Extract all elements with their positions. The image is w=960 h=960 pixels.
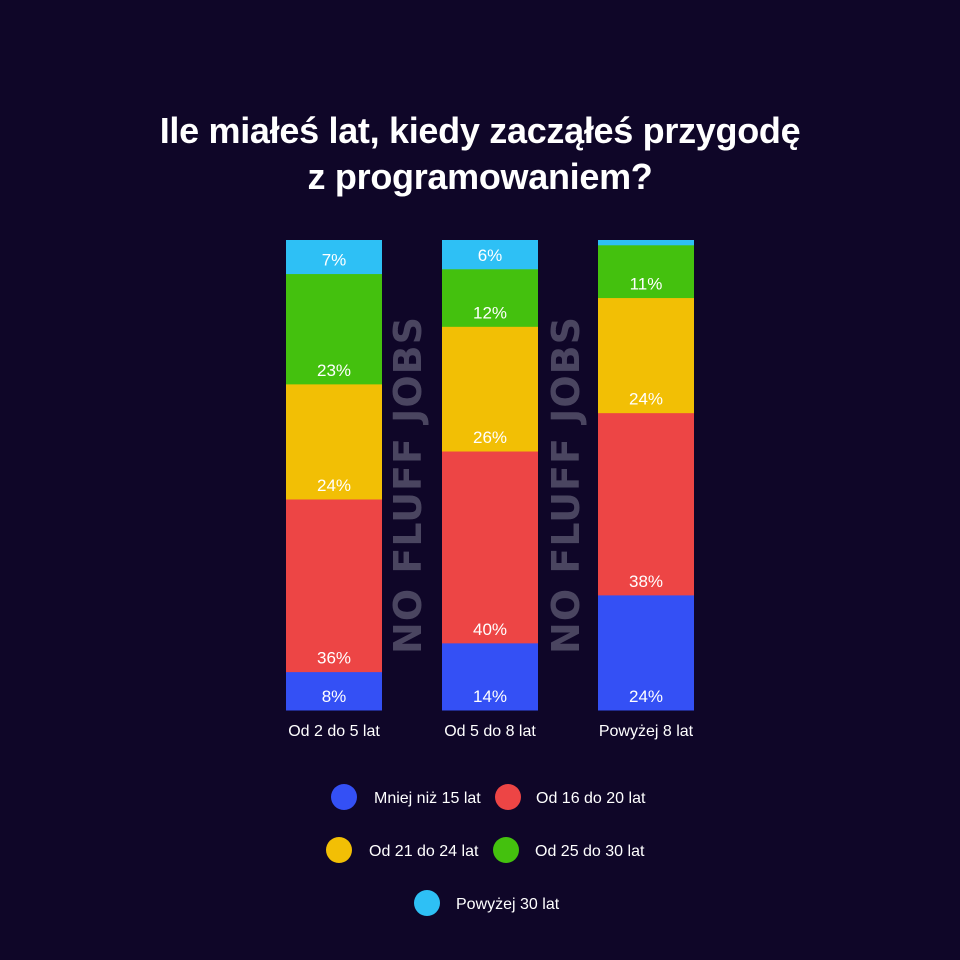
segment-value-label: 6% (478, 246, 503, 265)
segment-value-label: 7% (322, 251, 347, 270)
bar-segment (286, 671, 382, 711)
legend-swatch (414, 890, 440, 916)
segment-value-label: 24% (317, 476, 351, 495)
bar-segment (442, 451, 538, 644)
chart-title-line-2: z programowaniem? (307, 156, 653, 197)
legend-label: Powyżej 30 lat (456, 896, 560, 913)
segment-value-label: 24% (629, 390, 663, 409)
category-label: Od 2 do 5 lat (288, 723, 380, 740)
segment-value-label: 14% (473, 687, 507, 706)
segment-value-label: 8% (322, 687, 347, 706)
chart-title: Ile miałeś lat, kiedy zacząłeś przygodę … (0, 108, 960, 200)
category-label: Od 5 do 8 lat (444, 723, 536, 740)
brand-watermark-trademark: TM (550, 325, 558, 336)
bar-segment (598, 297, 694, 414)
bar-segment (286, 273, 382, 385)
segment-value-label: 24% (629, 687, 663, 706)
segment-value-label: 40% (473, 620, 507, 639)
segment-value-label: 26% (473, 428, 507, 447)
legend-item: Mniej niż 15 lat (331, 784, 481, 810)
brand-watermark-trademark: TM (392, 325, 400, 336)
bar-segment (598, 412, 694, 596)
legend-swatch (495, 784, 521, 810)
brand-watermark-text: NO FLUFF JOBS (386, 316, 430, 654)
bar-segment (286, 240, 382, 275)
bar-segment (286, 498, 382, 673)
category-label: Powyżej 8 lat (599, 723, 694, 740)
segment-value-label: 23% (317, 361, 351, 380)
legend: Mniej niż 15 lat Od 16 do 20 lat Od 21 do … (326, 784, 646, 916)
category-labels: Od 2 do 5 lat Od 5 do 8 lat Powyżej 8 lat (288, 723, 694, 740)
segment-value-label: 11% (630, 275, 663, 294)
legend-swatch (493, 837, 519, 863)
segment-value-label: 12% (473, 303, 507, 322)
legend-label: Mniej niż 15 lat (374, 790, 481, 807)
legend-label: Od 21 do 24 lat (369, 843, 479, 860)
legend-item: Od 21 do 24 lat (326, 837, 479, 863)
bar-segment (442, 268, 538, 327)
legend-item: Powyżej 30 lat (414, 890, 560, 916)
brand-watermark-text: NO FLUFF JOBS (544, 316, 588, 654)
chart-title-line-1: Ile miałeś lat, kiedy zacząłeś przygodę (159, 110, 801, 151)
bar-segment (598, 594, 694, 711)
legend-item: Od 25 do 30 lat (493, 837, 645, 863)
bar-segment (286, 383, 382, 500)
legend-label: Od 16 do 20 lat (536, 790, 646, 807)
bar-segment (442, 326, 538, 452)
bar-segment (442, 240, 538, 270)
bar-segment (598, 244, 694, 299)
legend-item: Od 16 do 20 lat (495, 784, 646, 810)
bars-group: 8% 36% 24% 23% 7% 14% 40% 26% 12% 6% 24% 38% 24% 11% (286, 240, 694, 711)
bar-segment (598, 240, 694, 246)
segment-value-label: 38% (629, 572, 663, 591)
segment-value-label: 36% (317, 649, 351, 668)
legend-swatch (326, 837, 352, 863)
legend-label: Od 25 do 30 lat (535, 843, 645, 860)
bar-segment (442, 642, 538, 711)
legend-swatch (331, 784, 357, 810)
